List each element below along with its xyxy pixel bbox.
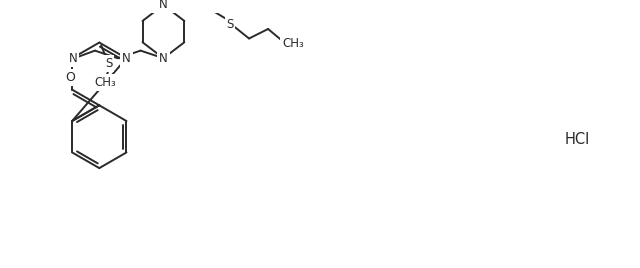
Text: N: N xyxy=(159,0,168,12)
Text: S: S xyxy=(105,57,113,70)
Text: N: N xyxy=(122,52,131,65)
Text: N: N xyxy=(68,52,77,65)
Text: S: S xyxy=(227,18,234,31)
Text: CH₃: CH₃ xyxy=(282,37,304,50)
Text: N: N xyxy=(159,52,168,65)
Text: CH₃: CH₃ xyxy=(94,76,116,89)
Text: HCl: HCl xyxy=(564,132,589,147)
Text: O: O xyxy=(65,71,75,84)
